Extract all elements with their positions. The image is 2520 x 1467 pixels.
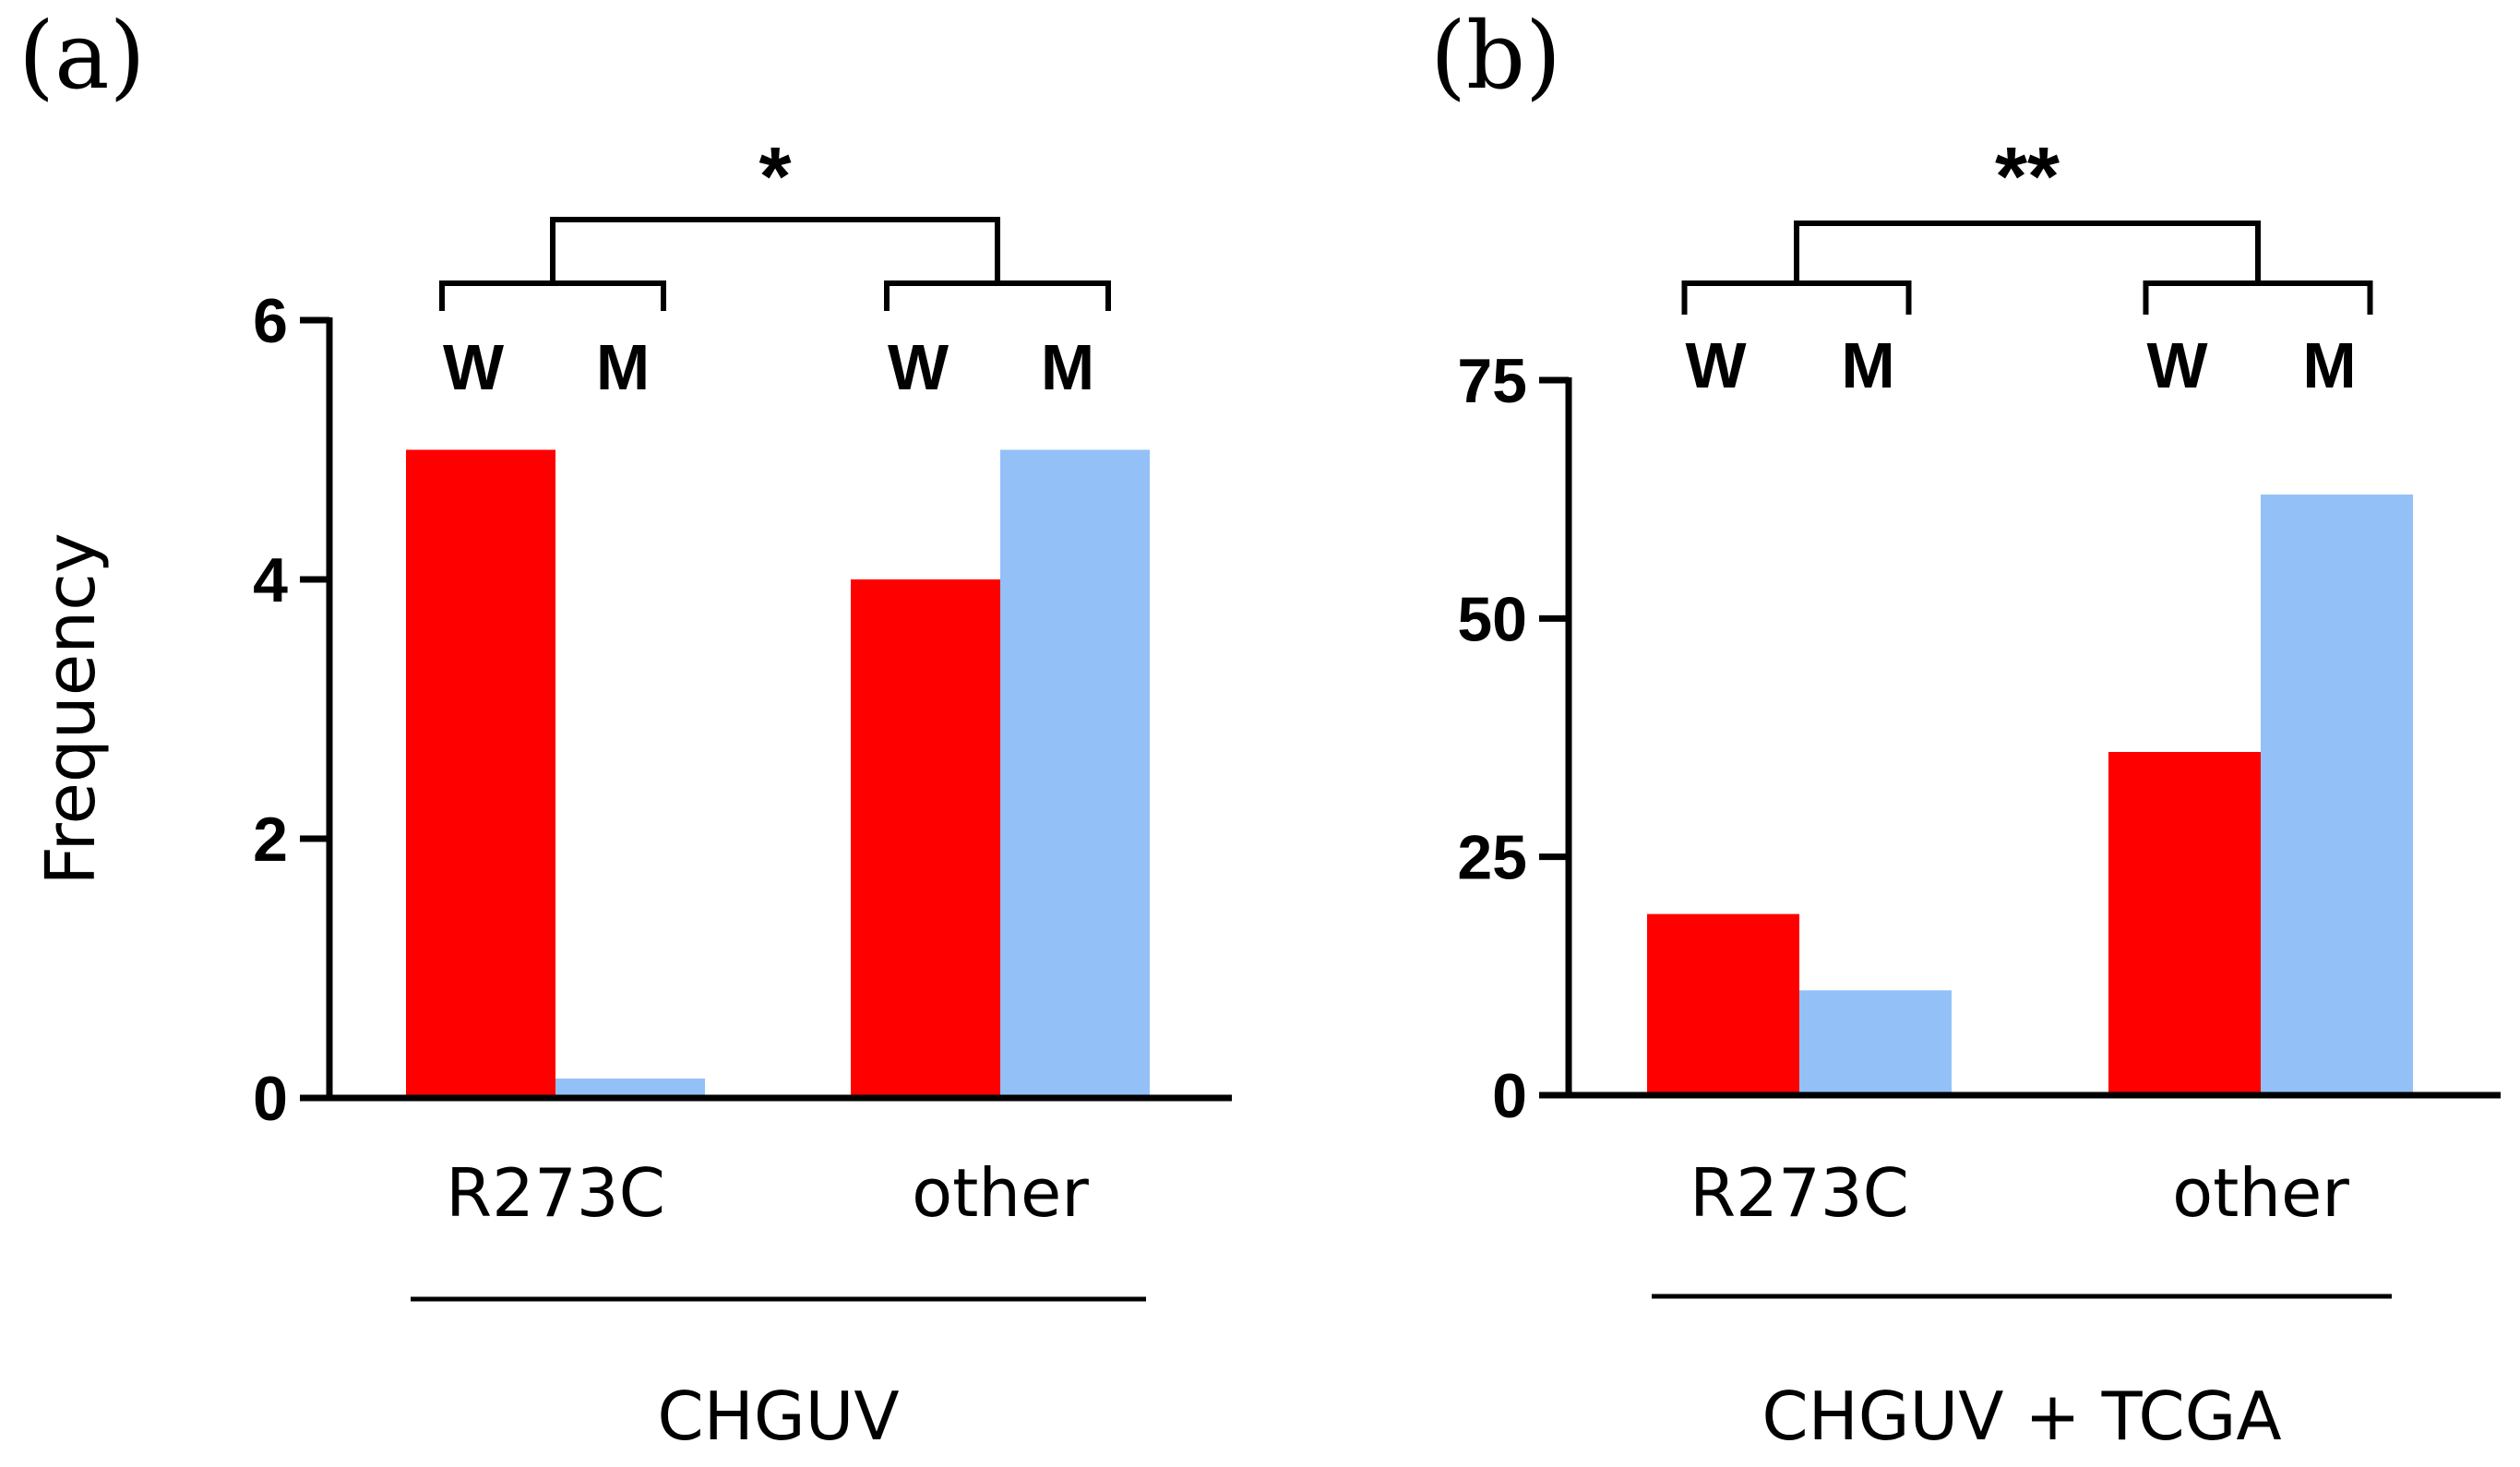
series-label-w: W [1685,329,1746,401]
group-label: CHGUV + TCGA [1762,1378,2281,1455]
y-tick-label: 4 [253,545,288,615]
series-label-w: W [888,331,949,403]
significance-marker: ** [1995,131,2060,223]
bar-r273c-w [1647,913,1799,1095]
series-label-m: M [596,331,650,403]
y-tick-label: 0 [1492,1061,1527,1131]
panel-label: (a) [18,2,146,110]
bar-other-w [851,579,1000,1098]
category-label: R273C [446,1154,665,1232]
y-tick-label: 50 [1457,584,1527,654]
bar-r273c-m [555,1078,705,1098]
category-label: R273C [1690,1154,1909,1232]
y-tick-label: 0 [253,1064,288,1134]
group-label: CHGUV [657,1378,899,1455]
category-label: other [912,1154,1089,1232]
group-bracket [884,280,1111,311]
significance-bracket [550,217,1000,283]
bar-r273c-w [406,449,555,1098]
y-tick-label: 75 [1457,346,1527,416]
y-tick-label: 2 [253,805,288,875]
group-bracket [439,280,666,311]
series-label-m: M [2302,329,2356,401]
bar-other-w [2108,752,2261,1095]
panel-label: (b) [1430,2,1561,110]
series-label-m: M [1841,329,1894,401]
series-label-w: W [2146,329,2207,401]
bar-r273c-m [1799,990,1952,1095]
significance-bracket [1794,221,2261,283]
group-bracket [2143,280,2373,315]
series-label-w: W [443,331,504,403]
bar-other-m [1000,449,1150,1098]
significance-marker: * [758,131,791,223]
y-tick-label: 6 [253,286,288,356]
group-bracket [1681,280,1912,315]
y-axis-label: Frequency [31,532,111,885]
bar-other-m [2261,495,2413,1095]
series-label-m: M [1041,331,1094,403]
y-tick-label: 25 [1457,823,1527,893]
category-label: other [2172,1154,2349,1232]
